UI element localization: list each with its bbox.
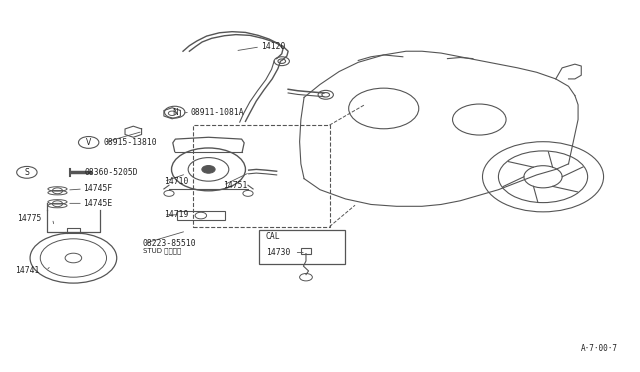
Text: V: V — [86, 138, 92, 147]
Text: 14741: 14741 — [15, 266, 40, 275]
Text: 14719: 14719 — [164, 210, 188, 219]
Text: 08915-13810: 08915-13810 — [104, 138, 157, 147]
Text: 08223-85510: 08223-85510 — [143, 239, 196, 248]
Text: 08911-1081A: 08911-1081A — [190, 108, 244, 117]
Text: 14730: 14730 — [266, 248, 290, 257]
Text: STUD スタッド: STUD スタッド — [143, 247, 181, 254]
Text: 14745E: 14745E — [83, 199, 112, 208]
Text: A·7·00·7: A·7·00·7 — [581, 344, 618, 353]
Text: 14120: 14120 — [261, 42, 285, 51]
Text: 14745F: 14745F — [83, 185, 112, 193]
Circle shape — [202, 166, 215, 173]
Text: CAL: CAL — [266, 232, 280, 241]
Text: 14775: 14775 — [17, 214, 42, 223]
Text: S: S — [24, 168, 29, 177]
Text: 14751: 14751 — [223, 181, 248, 190]
Text: 14710: 14710 — [164, 177, 188, 186]
Text: 08360-5205D: 08360-5205D — [84, 168, 138, 177]
Text: N: N — [172, 108, 177, 117]
